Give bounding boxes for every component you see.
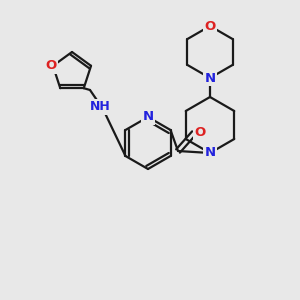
Text: O: O — [45, 59, 57, 72]
Text: NH: NH — [90, 100, 110, 113]
Text: N: N — [204, 71, 216, 85]
Text: O: O — [204, 20, 216, 32]
Text: N: N — [204, 146, 216, 160]
Text: N: N — [142, 110, 154, 124]
Text: O: O — [194, 125, 206, 139]
